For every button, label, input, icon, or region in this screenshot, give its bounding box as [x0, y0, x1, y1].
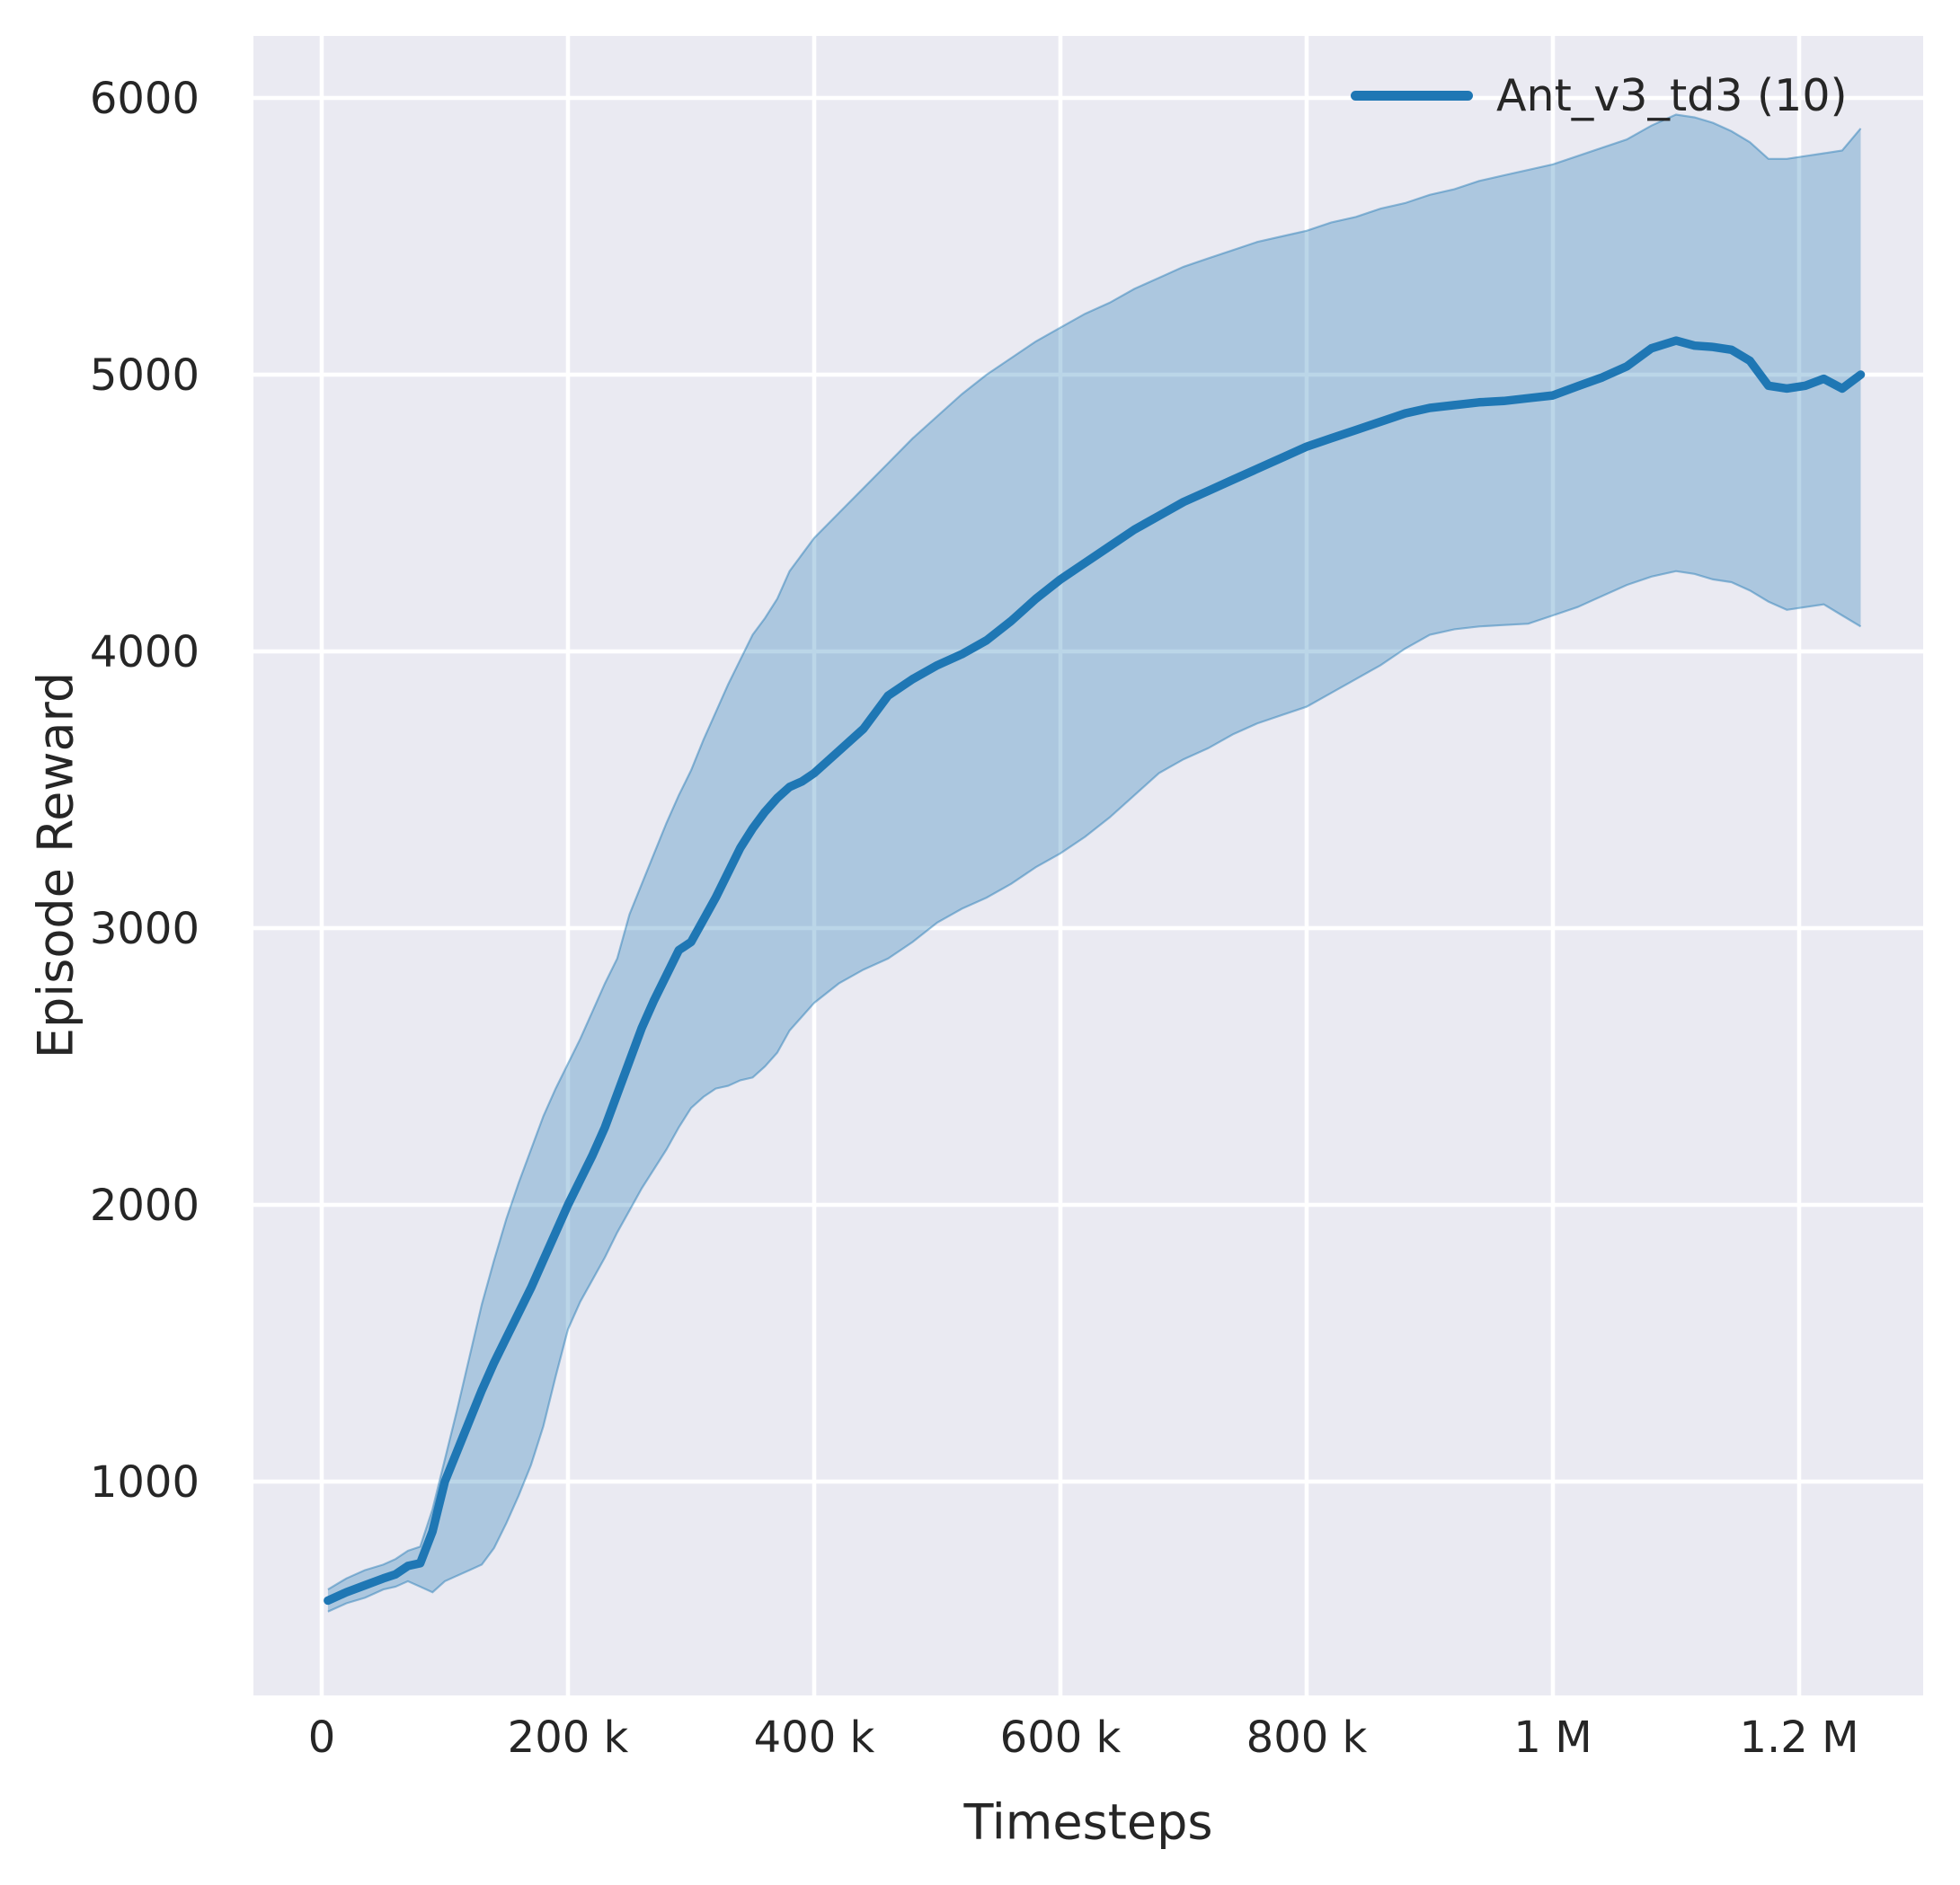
- legend-line-swatch: [1351, 91, 1473, 101]
- band-upper-edge: [327, 113, 1862, 1591]
- y-tick-label: 6000: [90, 74, 200, 124]
- mean-reward-line: [324, 336, 1866, 1606]
- y-tick-label: 5000: [90, 350, 200, 401]
- x-tick-label: 0: [308, 1712, 336, 1763]
- y-axis-label: Episode Reward: [27, 671, 84, 1059]
- legend-entry-label: Ant_v3_td3 (10): [1496, 70, 1848, 121]
- x-tick-label: 1.2 M: [1739, 1712, 1858, 1763]
- confidence-band: [327, 114, 1861, 1612]
- y-tick-label: 2000: [90, 1181, 200, 1231]
- band-lower-edge: [327, 570, 1862, 1613]
- y-tick-label: 4000: [90, 627, 200, 677]
- y-tick-label: 3000: [90, 904, 200, 954]
- plot-background: [253, 36, 1923, 1695]
- x-tick-label: 800 k: [1246, 1712, 1368, 1763]
- x-tick-label: 400 k: [754, 1712, 875, 1763]
- x-tick-label: 1 M: [1513, 1712, 1592, 1763]
- legend: Ant_v3_td3 (10): [1351, 74, 1848, 118]
- y-tick-label: 1000: [90, 1457, 200, 1508]
- x-axis-label: Timesteps: [963, 1793, 1213, 1851]
- x-tick-label: 200 k: [508, 1712, 629, 1763]
- x-tick-label: 600 k: [1000, 1712, 1122, 1763]
